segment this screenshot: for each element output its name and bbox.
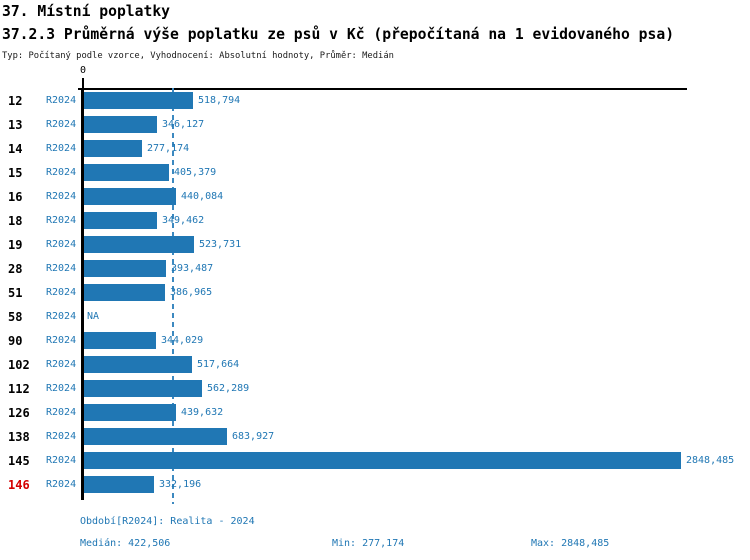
chart-row-18: 18 R2024 349,462 [0,209,750,233]
row-series-label: R2024 [46,95,77,106]
page-title: 37. Místní poplatky [2,3,171,20]
row-series-label: R2024 [46,455,77,466]
bar-value-label: 349,462 [162,215,205,226]
bar [84,116,157,133]
chart-row-90: 90 R2024 344,029 [0,329,750,353]
row-category-label: 138 [8,430,30,444]
bar [84,428,227,445]
bar [84,212,157,229]
row-category-label: 28 [8,262,23,276]
row-series-label: R2024 [46,119,77,130]
chart-row-112: 112 R2024 562,289 [0,377,750,401]
row-series-label: R2024 [46,263,77,274]
chart-row-126: 126 R2024 439,632 [0,401,750,425]
bar-value-label: 346,127 [162,119,205,130]
bar-value-label: 440,084 [181,191,224,202]
bar [84,140,142,157]
bar-value-label: 344,029 [161,335,204,346]
chart-meta-line: Typ: Počítaný podle vzorce, Vyhodnocení:… [2,51,394,61]
row-category-label: 51 [8,286,23,300]
bar-value-label: 277,174 [147,143,190,154]
chart-row-28: 28 R2024 393,487 [0,257,750,281]
chart-row-138: 138 R2024 683,927 [0,425,750,449]
row-category-label: 145 [8,454,30,468]
chart-row-58: 58 R2024 NA [0,305,750,329]
bar [84,452,681,469]
bar [84,92,193,109]
row-category-label: 58 [8,310,23,324]
row-category-label: 19 [8,238,23,252]
bar-value-label: 683,927 [232,431,275,442]
row-series-label: R2024 [46,239,77,250]
bar-value-label: 393,487 [171,263,214,274]
row-category-label: 16 [8,190,23,204]
bar-value-label: 2848,485 [686,455,735,466]
row-series-label: R2024 [46,287,77,298]
chart-row-146: 146 R2024 332,196 [0,473,750,497]
row-series-label: R2024 [46,167,77,178]
bar-value-label: 517,664 [197,359,240,370]
chart-row-102: 102 R2024 517,664 [0,353,750,377]
chart-row-51: 51 R2024 386,965 [0,281,750,305]
footer-stat-min: Min: 277,174 [332,538,405,549]
chart-row-19: 19 R2024 523,731 [0,233,750,257]
plot-top-border [78,88,687,90]
chart-row-13: 13 R2024 346,127 [0,113,750,137]
bar [84,476,154,493]
row-category-label: 146 [8,478,30,492]
x-axis-zero-tick [82,78,84,89]
bar-value-label: 523,731 [199,239,242,250]
median-reference-line [172,88,174,504]
bar [84,332,156,349]
row-series-label: R2024 [46,191,77,202]
row-series-label: R2024 [46,335,77,346]
row-category-label: 112 [8,382,30,396]
bar [84,284,165,301]
row-series-label: R2024 [46,407,77,418]
bar [84,380,202,397]
bar [84,260,166,277]
row-series-label: R2024 [46,143,77,154]
row-series-label: R2024 [46,383,77,394]
row-category-label: 126 [8,406,30,420]
row-series-label: R2024 [46,479,77,490]
bar-value-label: 518,794 [198,95,241,106]
bar-value-label: 332,196 [159,479,202,490]
row-series-label: R2024 [46,359,77,370]
x-axis-zero-label: 0 [79,65,87,76]
y-axis-line [81,88,84,500]
bar [84,236,194,253]
row-series-label: R2024 [46,431,77,442]
row-category-label: 15 [8,166,23,180]
bar [84,356,192,373]
bar [84,404,176,421]
bar-value-label: 562,289 [207,383,250,394]
bar-value-label: 439,632 [181,407,224,418]
bar [84,164,169,181]
chart-row-145: 145 R2024 2848,485 [0,449,750,473]
chart-row-15: 15 R2024 405,379 [0,161,750,185]
chart-title: 37.2.3 Průměrná výše poplatku ze psů v K… [2,26,675,43]
bar-value-label: 386,965 [170,287,213,298]
row-category-label: 102 [8,358,30,372]
chart-row-16: 16 R2024 440,084 [0,185,750,209]
row-category-label: 18 [8,214,23,228]
row-category-label: 13 [8,118,23,132]
row-category-label: 12 [8,94,23,108]
chart-row-12: 12 R2024 518,794 [0,89,750,113]
footer-stat-max: Max: 2848,485 [531,538,610,549]
bar-na-label: NA [87,311,100,322]
row-category-label: 14 [8,142,23,156]
row-series-label: R2024 [46,311,77,322]
footer-period-label: Období[R2024]: Realita - 2024 [80,516,255,527]
row-series-label: R2024 [46,215,77,226]
footer-stat-median: Medián: 422,506 [80,538,171,549]
row-category-label: 90 [8,334,23,348]
chart-row-14: 14 R2024 277,174 [0,137,750,161]
bar [84,188,176,205]
bar-value-label: 405,379 [174,167,217,178]
